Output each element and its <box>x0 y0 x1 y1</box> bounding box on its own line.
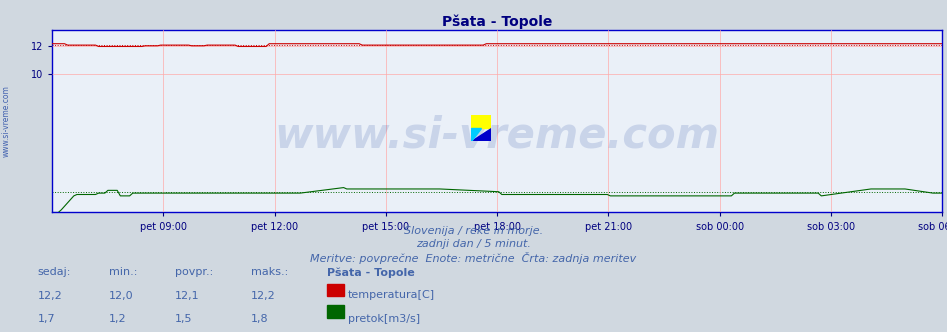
Text: 12,1: 12,1 <box>175 290 200 300</box>
Polygon shape <box>471 128 491 141</box>
Polygon shape <box>471 128 481 141</box>
Polygon shape <box>471 115 491 128</box>
Text: 12,2: 12,2 <box>251 290 276 300</box>
Text: Pšata - Topole: Pšata - Topole <box>327 267 415 278</box>
Text: min.:: min.: <box>109 267 137 277</box>
Text: www.si-vreme.com: www.si-vreme.com <box>2 85 11 157</box>
Text: sedaj:: sedaj: <box>38 267 71 277</box>
Text: temperatura[C]: temperatura[C] <box>348 290 435 300</box>
Text: 12,0: 12,0 <box>109 290 134 300</box>
Text: maks.:: maks.: <box>251 267 288 277</box>
Text: 1,8: 1,8 <box>251 314 269 324</box>
Text: Slovenija / reke in morje.: Slovenija / reke in morje. <box>404 226 543 236</box>
Text: 12,2: 12,2 <box>38 290 63 300</box>
Text: 1,2: 1,2 <box>109 314 127 324</box>
Text: zadnji dan / 5 minut.: zadnji dan / 5 minut. <box>416 239 531 249</box>
Text: www.si-vreme.com: www.si-vreme.com <box>275 115 720 157</box>
Text: 1,5: 1,5 <box>175 314 192 324</box>
Text: Meritve: povprečne  Enote: metrične  Črta: zadnja meritev: Meritve: povprečne Enote: metrične Črta:… <box>311 252 636 264</box>
Text: pretok[m3/s]: pretok[m3/s] <box>348 314 420 324</box>
Text: povpr.:: povpr.: <box>175 267 213 277</box>
Title: Pšata - Topole: Pšata - Topole <box>442 14 552 29</box>
Text: 1,7: 1,7 <box>38 314 56 324</box>
